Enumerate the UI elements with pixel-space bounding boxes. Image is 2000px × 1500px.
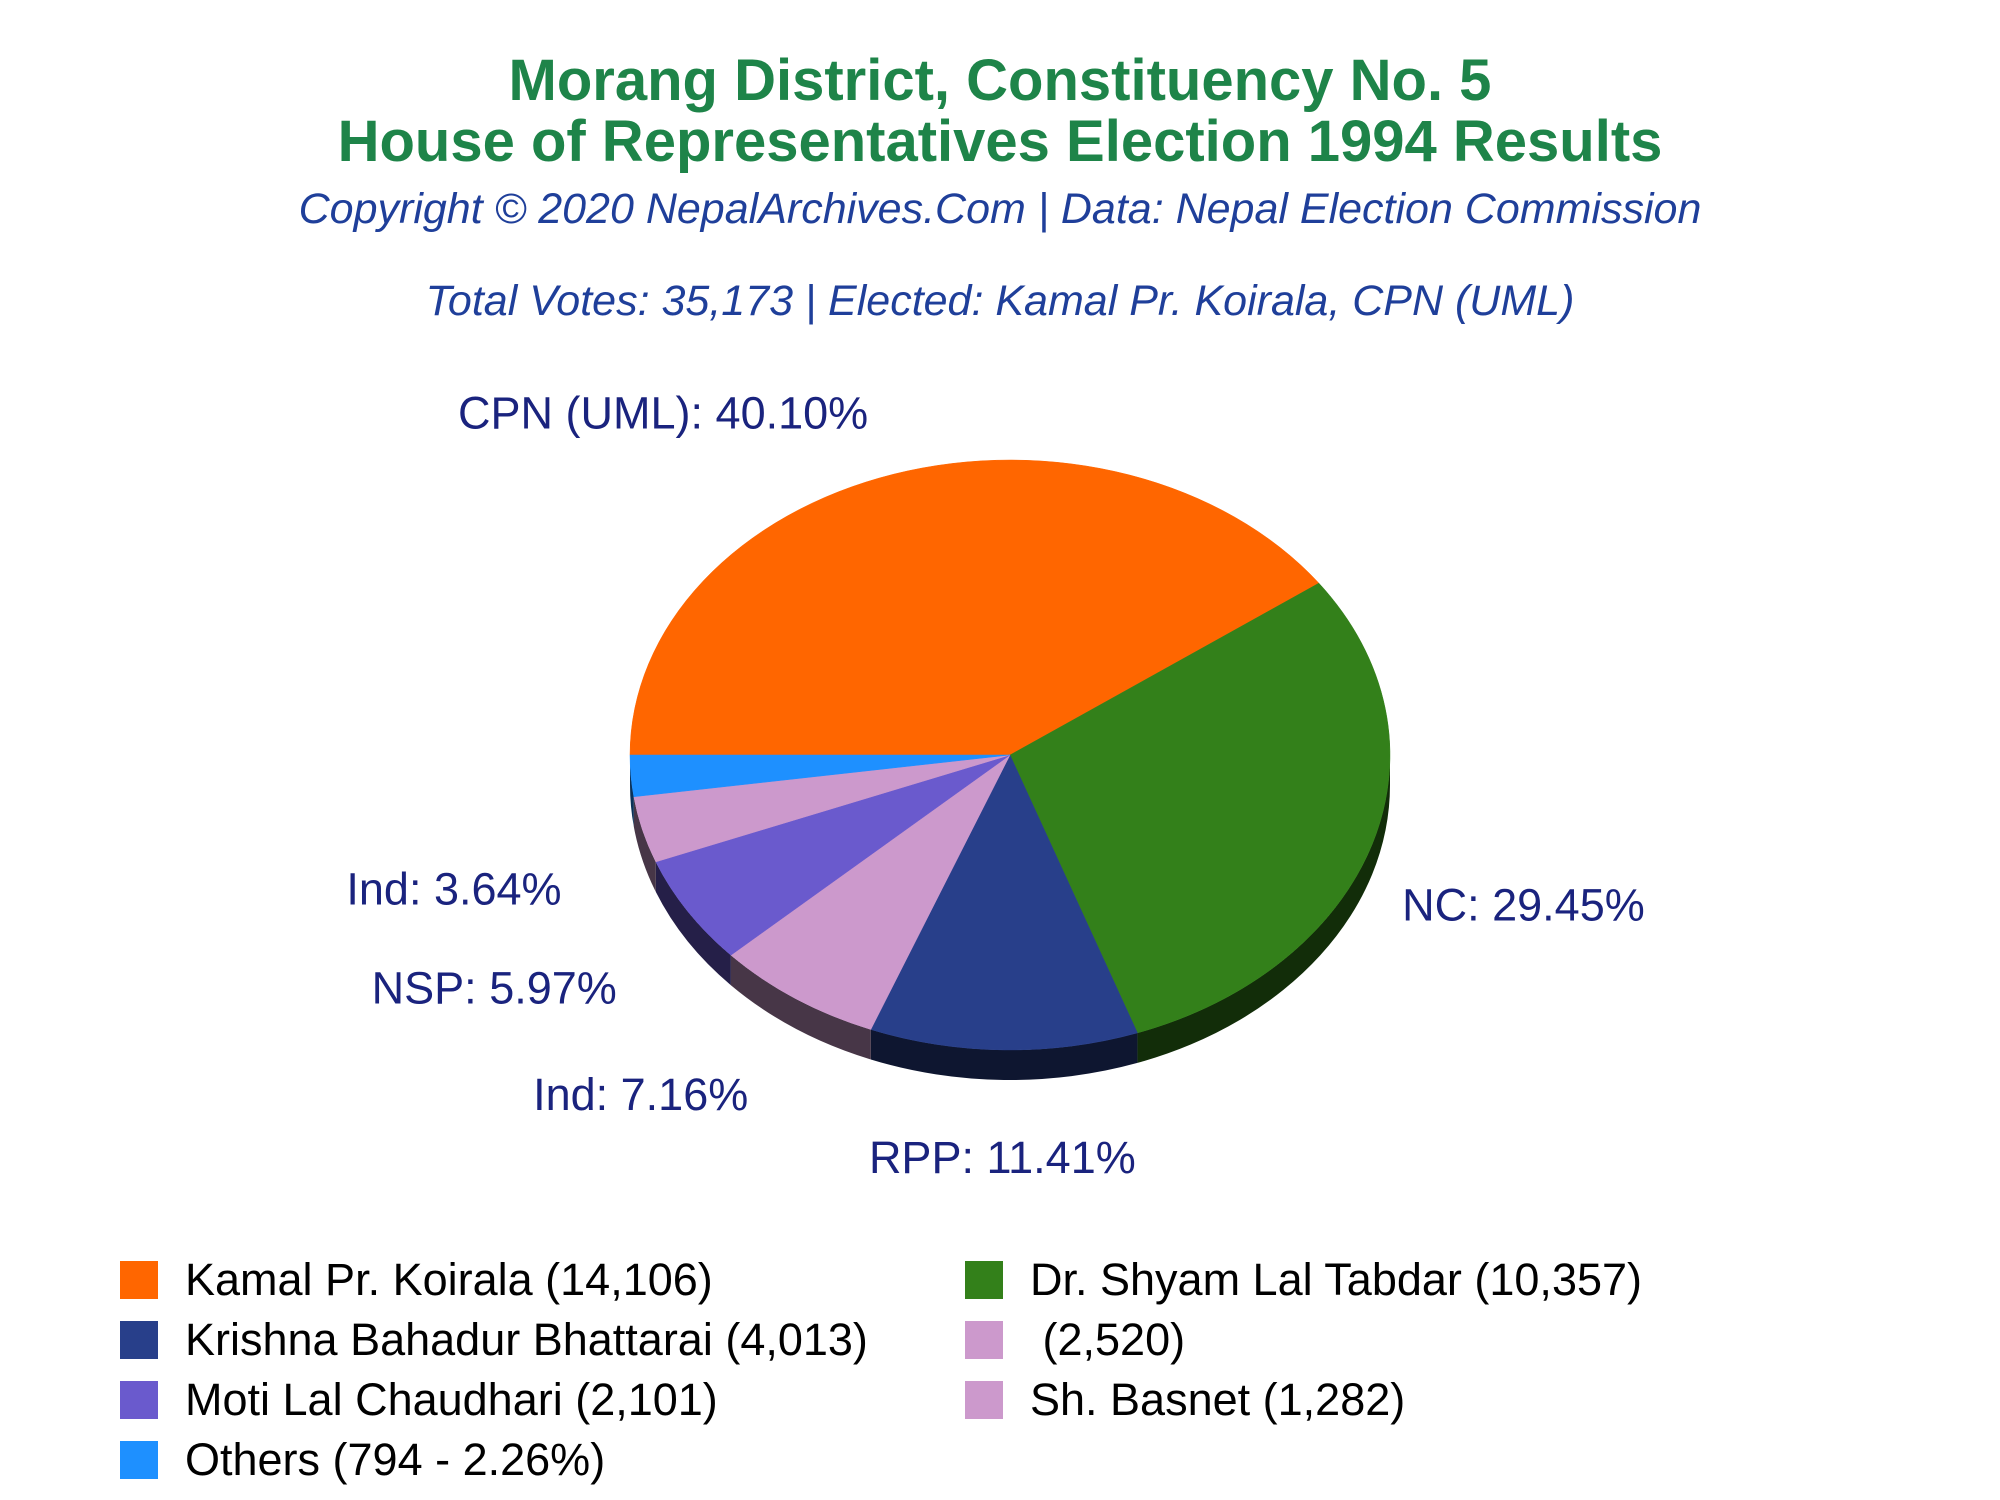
legend-label: Others (794 - 2.26%) bbox=[185, 1434, 606, 1485]
legend-label: Krishna Bahadur Bhattarai (4,013) bbox=[185, 1314, 868, 1365]
legend-swatch bbox=[120, 1381, 158, 1419]
chart-title-line2: House of Representatives Election 1994 R… bbox=[337, 109, 1663, 174]
pie-slice-side-1 bbox=[1137, 755, 1390, 1063]
legend-label: Moti Lal Chaudhari (2,101) bbox=[185, 1374, 718, 1425]
pie-slice-6 bbox=[629, 754, 1011, 798]
legend-item: Krishna Bahadur Bhattarai (4,013) bbox=[120, 1314, 868, 1365]
legend-swatch bbox=[120, 1441, 158, 1479]
slice-label-3: Ind: 7.16% bbox=[533, 1069, 748, 1120]
legend-swatch bbox=[965, 1381, 1003, 1419]
slice-label-2: RPP: 11.41% bbox=[869, 1132, 1136, 1183]
legend-swatch bbox=[965, 1261, 1003, 1299]
pie-slice-4 bbox=[655, 754, 1011, 956]
slice-label-5: Ind: 3.64% bbox=[346, 863, 561, 914]
slice-label-0: CPN (UML): 40.10% bbox=[458, 387, 868, 438]
pie-slice-0 bbox=[629, 459, 1320, 756]
pie-slice-side-2 bbox=[870, 1029, 1138, 1080]
pie-slice-3 bbox=[730, 754, 1011, 1030]
copyright-line: Copyright © 2020 NepalArchives.Com | Dat… bbox=[298, 185, 1702, 233]
pie-chart: CPN (UML): 40.10% NC: 29.45% RPP: 11.41% In… bbox=[346, 387, 1645, 1183]
legend-label: Dr. Shyam Lal Tabdar (10,357) bbox=[1030, 1254, 1643, 1305]
summary-line: Total Votes: 35,173 | Elected: Kamal Pr.… bbox=[425, 277, 1575, 325]
pie-slice-side-4 bbox=[655, 861, 731, 986]
legend-item: Kamal Pr. Koirala (14,106) bbox=[120, 1254, 713, 1305]
legend-swatch bbox=[120, 1321, 158, 1359]
legend-label: (2,520) bbox=[1030, 1314, 1186, 1365]
chart-title-line1: Morang District, Constituency No. 5 bbox=[508, 48, 1492, 113]
slice-label-4: NSP: 5.97% bbox=[372, 963, 617, 1014]
legend-item: Sh. Basnet (1,282) bbox=[965, 1374, 1406, 1425]
legend-swatch bbox=[120, 1261, 158, 1299]
legend-swatch bbox=[965, 1321, 1003, 1359]
legend-item: Dr. Shyam Lal Tabdar (10,357) bbox=[965, 1254, 1643, 1305]
legend-item: Others (794 - 2.26%) bbox=[120, 1434, 606, 1485]
pie-slice-side-6 bbox=[630, 755, 634, 827]
pie-slice-2 bbox=[870, 754, 1138, 1051]
legend-label: Sh. Basnet (1,282) bbox=[1030, 1374, 1406, 1425]
legend-item: Moti Lal Chaudhari (2,101) bbox=[120, 1374, 718, 1425]
legend-label: Kamal Pr. Koirala (14,106) bbox=[185, 1254, 713, 1305]
slice-label-1: NC: 29.45% bbox=[1402, 880, 1645, 931]
legend-item: (2,520) bbox=[965, 1314, 1186, 1365]
pie-slice-1 bbox=[1009, 582, 1391, 1034]
